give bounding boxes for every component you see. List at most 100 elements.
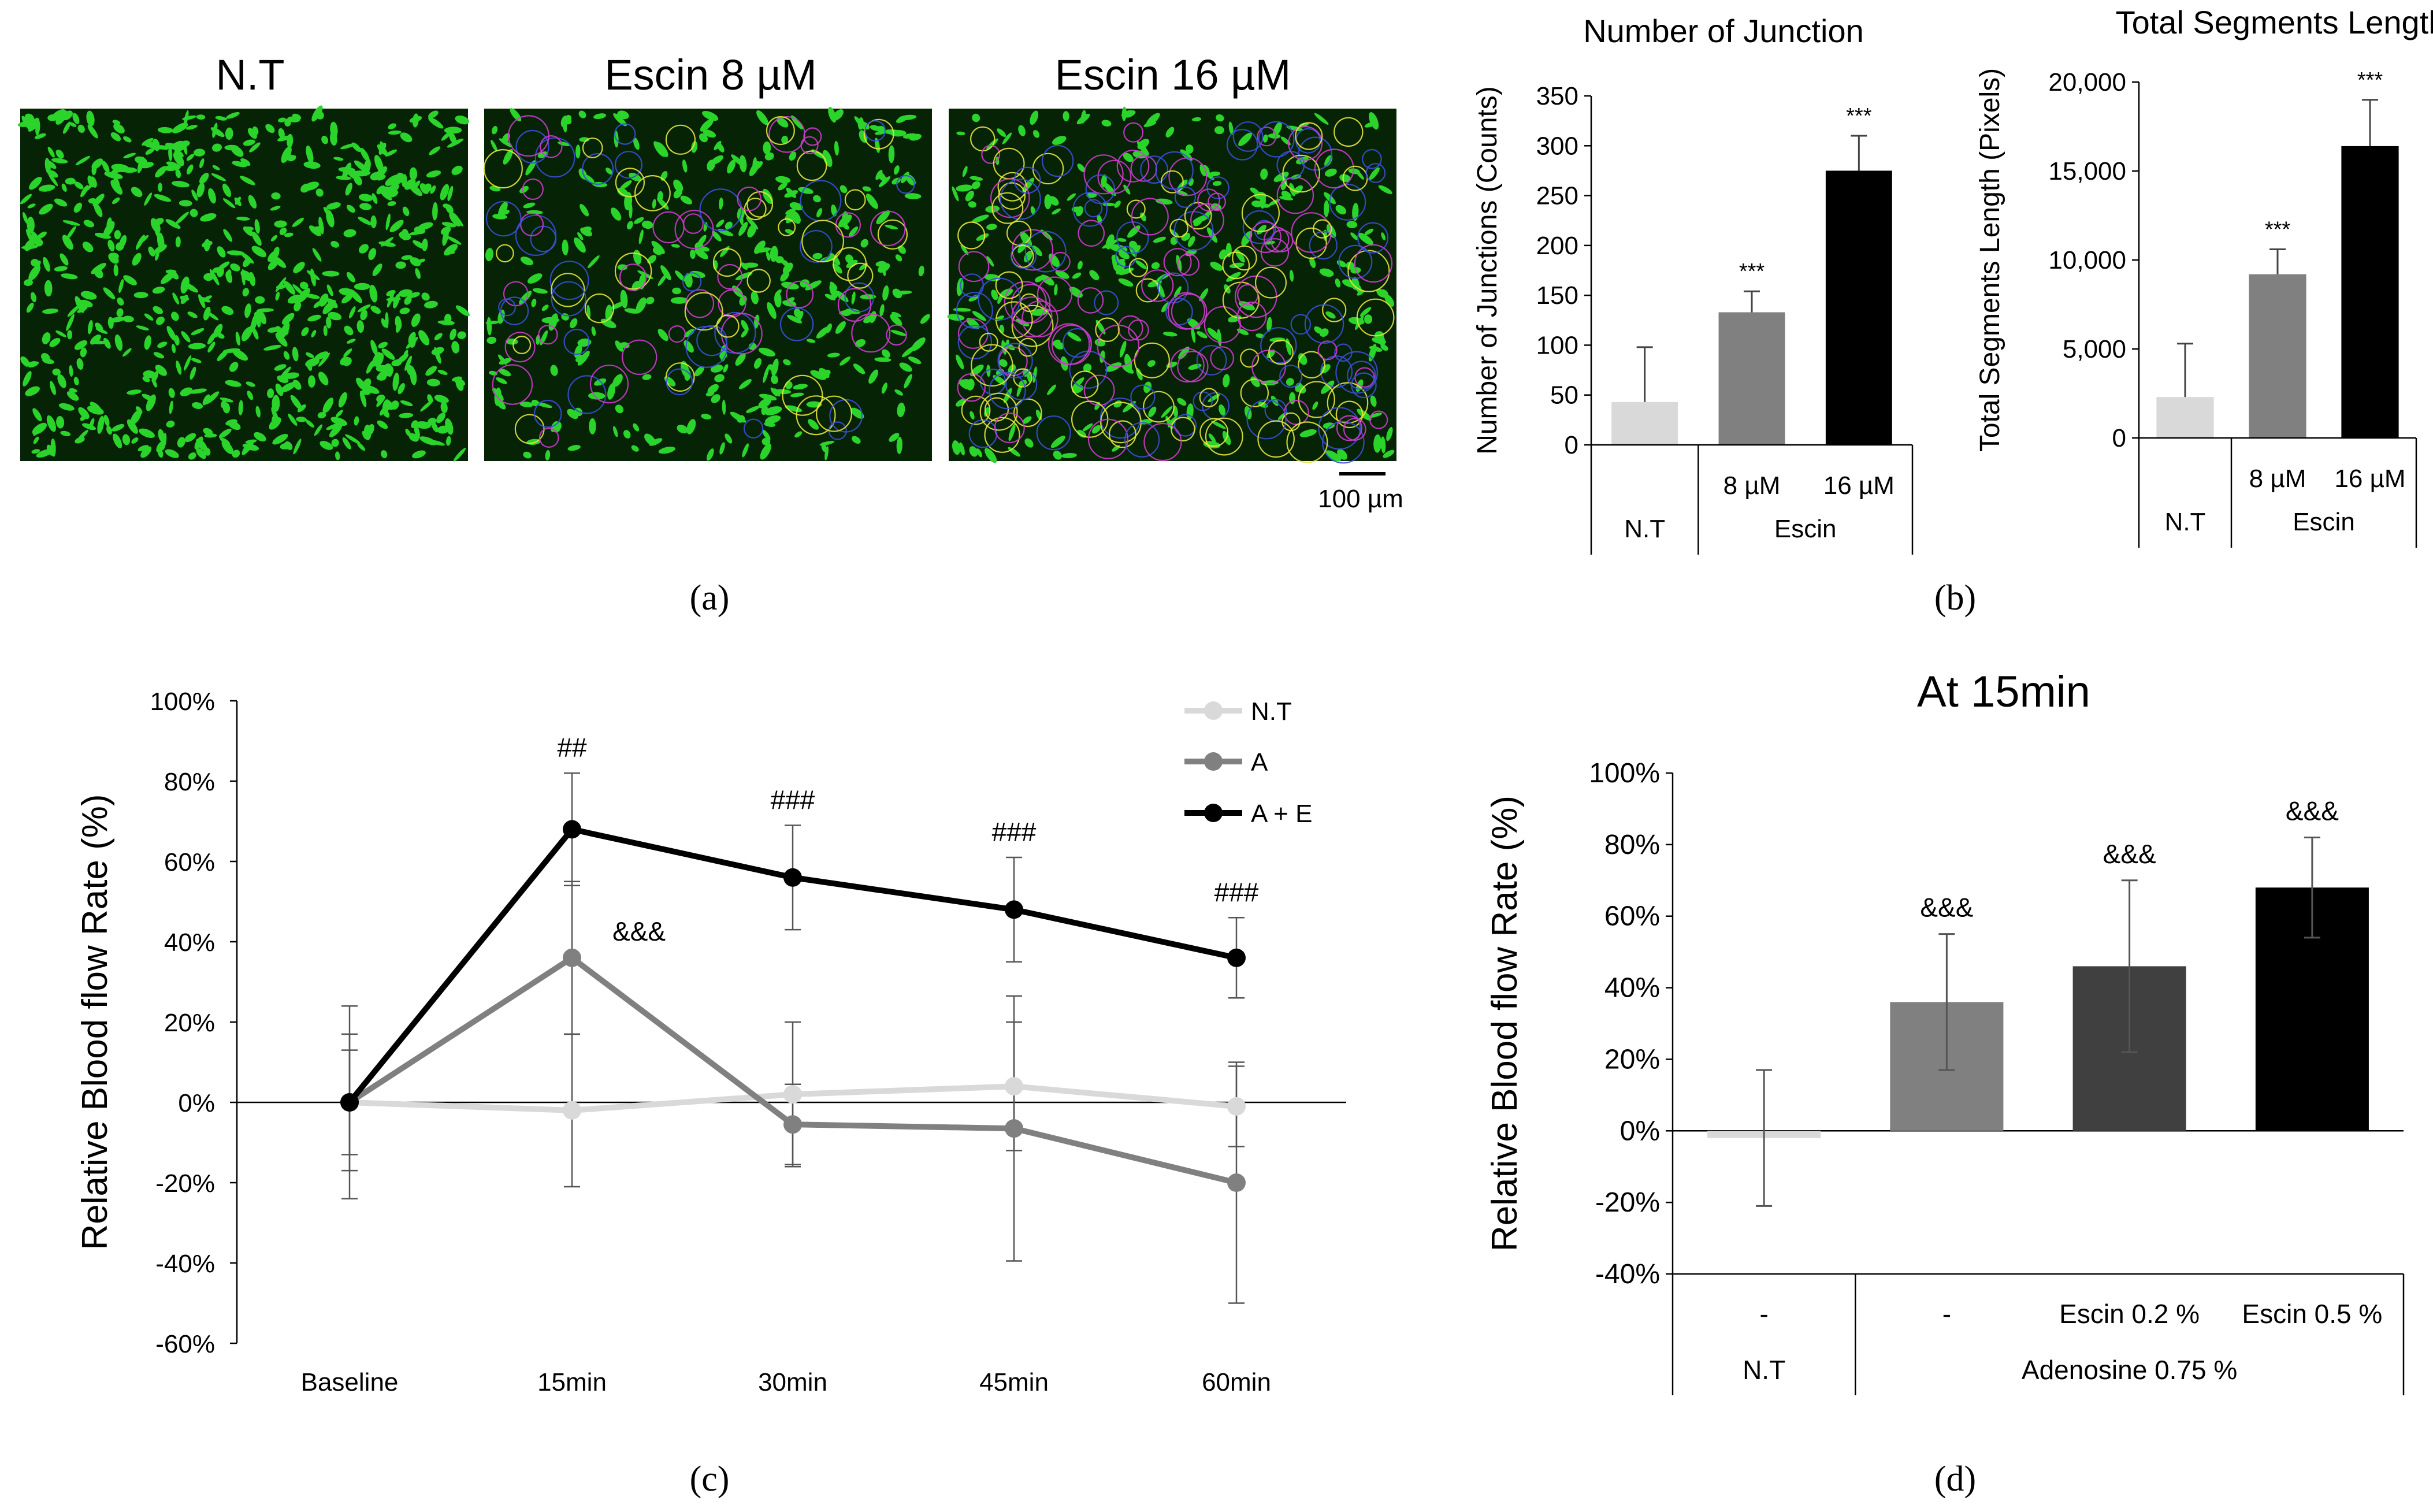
cell-mark [391,400,399,410]
cell-mark [190,209,198,217]
cell-mark [65,177,76,185]
cell-mark [306,270,320,280]
cell-mark [406,337,418,349]
network-mark [837,288,872,322]
cell-mark [270,235,278,242]
cell-mark [88,198,98,204]
x-tick-label: 8 µM [1723,471,1781,500]
cell-mark [318,352,330,367]
cell-mark [879,304,885,317]
cell-mark [43,257,50,272]
cell-mark [72,113,80,124]
cell-mark [1095,320,1106,335]
network-mark [652,211,685,244]
cell-mark [122,315,134,322]
cell-mark [1118,278,1134,287]
cell-mark [335,451,340,460]
cell-mark [1293,185,1303,195]
cell-mark [904,374,912,389]
cell-mark [330,417,348,426]
cell-mark [305,419,314,428]
y-axis-label: Relative Blood flow Rate (%) [75,794,115,1250]
cell-mark [839,356,851,366]
cell-mark [33,436,39,444]
network-mark [485,200,522,237]
cell-mark [778,182,788,191]
cell-mark [1214,126,1224,135]
cell-mark [850,407,864,419]
cell-mark [181,331,191,343]
cell-mark [1211,421,1226,429]
y-tick-label: 300 [1536,132,1578,160]
cell-mark [753,247,771,253]
cell-mark [1119,340,1127,358]
cell-mark [525,159,537,176]
cell-mark [890,330,907,336]
cell-mark [403,350,408,358]
cell-mark [244,303,251,318]
cell-mark [131,437,139,444]
cell-mark [138,445,149,451]
x-tick-label: 15min [537,1368,607,1396]
cell-mark [303,181,320,191]
cell-mark [404,355,413,372]
cell-mark [1319,328,1329,337]
cell-mark [357,304,371,313]
cell-mark [426,378,440,387]
cell-mark [813,195,821,203]
cell-mark [357,442,366,451]
cell-mark [66,225,76,240]
cell-mark [48,170,58,178]
cell-mark [26,302,34,313]
cell-mark [265,124,275,133]
cell-mark [370,306,381,314]
network-mark [746,191,773,218]
cell-mark [563,116,572,125]
cell-mark [123,136,132,143]
cell-mark [719,197,723,210]
network-mark [1298,351,1325,379]
cell-mark [215,116,227,121]
data-point [563,1101,581,1120]
network-mark [1097,324,1140,367]
cell-mark [58,403,75,411]
network-mark [634,175,671,211]
y-tick-label: 350 [1536,82,1578,110]
cell-mark [144,192,153,206]
network-mark [582,138,603,158]
cell-mark [580,204,589,217]
cell-mark [408,184,422,196]
cell-mark [304,294,320,299]
cell-mark [374,155,384,173]
cell-mark [742,443,749,458]
cell-mark [203,307,211,321]
cell-mark [155,195,164,200]
cell-mark [414,424,420,439]
cell-mark [523,451,532,459]
cell-mark [1376,288,1385,298]
cell-mark [699,246,710,252]
cell-mark [235,332,240,346]
cell-mark [312,248,322,262]
cell-mark [186,164,194,174]
network-mark [1290,314,1312,335]
cell-mark [857,121,870,130]
cell-mark [22,212,28,224]
network-mark [1141,269,1174,302]
network-mark [699,188,742,232]
cell-mark [48,172,58,187]
network-mark [514,414,545,444]
cell-mark [240,176,255,185]
network-mark [1240,378,1269,407]
cell-mark [114,230,121,240]
cell-mark [217,266,224,277]
cell-mark [242,443,259,451]
panel-label-b: (b) [1934,578,1976,618]
cell-mark [1176,255,1182,272]
network-mark [1095,317,1120,343]
cell-mark [785,229,794,235]
cell-mark [970,411,975,420]
cell-mark [236,217,250,221]
cell-mark [142,138,154,146]
cell-mark [607,383,616,400]
